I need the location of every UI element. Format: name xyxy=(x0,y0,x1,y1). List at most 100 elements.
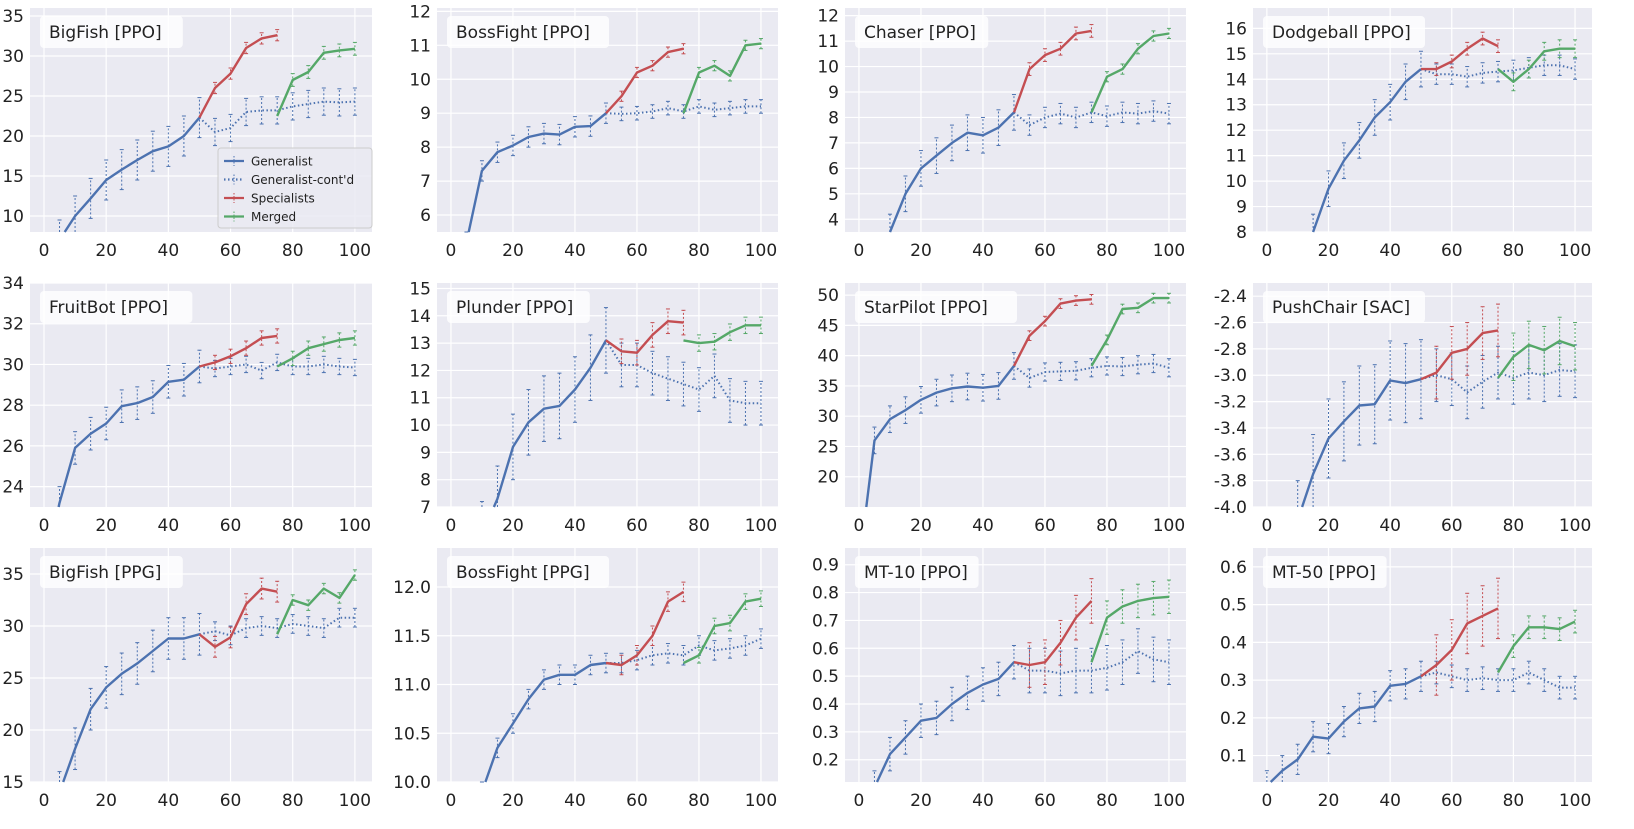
series-line-merged xyxy=(1090,32,1170,113)
y-tick-label: 11 xyxy=(1225,147,1247,167)
y-tick-label: 0.6 xyxy=(1220,558,1247,578)
x-tick-label: 60 xyxy=(1441,516,1463,536)
series-line-specialists xyxy=(1012,29,1092,113)
x-tick-label: 80 xyxy=(688,791,710,811)
x-tick-label: 0 xyxy=(446,241,457,261)
legend-label: Merged xyxy=(251,210,296,224)
y-tick-label: 9 xyxy=(420,104,431,124)
title-box xyxy=(1263,16,1425,48)
series-group xyxy=(479,307,763,508)
y-tick-label: 0.9 xyxy=(812,556,839,576)
x-tick-label: 100 xyxy=(1559,791,1591,811)
x-tick-label: 100 xyxy=(745,791,777,811)
series-group xyxy=(1295,303,1578,508)
y-tick-label: -3.2 xyxy=(1214,393,1247,413)
y-tick-label: 11.5 xyxy=(393,627,431,647)
subplot: 0 20 40 60 80 100 7 8 9 10 11 12 13 14 15 Plunder [PPO] xyxy=(409,279,778,536)
y-tick-label: 0.8 xyxy=(812,584,839,604)
y-tick-label: 10.5 xyxy=(393,724,431,744)
y-tick-label: 30 xyxy=(2,355,24,375)
title-box xyxy=(40,16,183,48)
x-tick-label: 100 xyxy=(1559,241,1591,261)
y-tick-label: 28 xyxy=(2,396,24,416)
series-line-merged xyxy=(682,42,762,114)
series-group xyxy=(57,328,357,508)
y-tick-label: 11.0 xyxy=(393,676,431,696)
x-tick-label: 20 xyxy=(95,516,117,536)
x-tick-label: 80 xyxy=(1096,791,1118,811)
subplot: 0 20 40 60 80 100 -4.0 -3.8 -3.6 -3.4 -3.2 -3.0 -2.8… xyxy=(1214,283,1592,536)
x-tick-label: 0 xyxy=(39,241,50,261)
title-box xyxy=(447,16,609,48)
series-group xyxy=(57,569,357,783)
legend: Generalist Generalist-cont'd Specialists Me… xyxy=(217,147,373,229)
y-tick-label: 0.2 xyxy=(1220,709,1247,729)
y-tick-label: 8 xyxy=(828,108,839,128)
title-box xyxy=(447,291,590,323)
y-tick-label: 10 xyxy=(817,58,839,78)
x-tick-label: 40 xyxy=(972,241,994,261)
y-tick-label: 10 xyxy=(409,70,431,90)
x-tick-label: 40 xyxy=(1379,241,1401,261)
subplot-title: BossFight [PPO] xyxy=(456,23,590,43)
x-tick-label: 100 xyxy=(339,241,371,261)
y-tick-label: 13 xyxy=(1225,96,1247,116)
y-tick-label: 20 xyxy=(2,721,24,741)
y-tick-label: 0.5 xyxy=(1220,596,1247,616)
subplot: 0 20 40 60 80 100 0.2 0.3 0.4 0.5 0.6 0.7 0.8 0.9 MT-1… xyxy=(812,548,1186,811)
y-tick-label: 10.0 xyxy=(393,773,431,793)
series-line-generalist xyxy=(62,633,200,783)
x-tick-label: 40 xyxy=(972,791,994,811)
x-tick-label: 100 xyxy=(1153,241,1185,261)
y-tick-label: 35 xyxy=(2,565,24,585)
y-tick-label: 0.7 xyxy=(812,611,839,631)
subplot: 0 20 40 60 80 100 10.0 10.5 11.0 11.5 12.0 BossFigh… xyxy=(393,548,778,811)
series-line-merged xyxy=(1090,595,1170,663)
subplot-title: MT-10 [PPO] xyxy=(864,563,968,583)
x-tick-label: 20 xyxy=(95,791,117,811)
legend-box xyxy=(217,147,373,229)
x-tick-label: 0 xyxy=(854,516,865,536)
legend-label: Generalist xyxy=(251,155,313,169)
x-tick-label: 20 xyxy=(95,241,117,261)
subplot-title: BigFish [PPO] xyxy=(49,23,162,43)
legend-label: Specialists xyxy=(251,192,315,206)
y-tick-label: 12 xyxy=(1225,121,1247,141)
y-tick-label: 12 xyxy=(817,7,839,27)
y-tick-label: 6 xyxy=(420,206,431,226)
subplot-title: BigFish [PPG] xyxy=(49,563,161,583)
y-tick-label: 25 xyxy=(2,669,24,689)
x-tick-label: 80 xyxy=(282,516,304,536)
y-tick-label: 5 xyxy=(828,185,839,205)
y-tick-label: -3.0 xyxy=(1214,366,1247,386)
y-tick-label: 9 xyxy=(828,83,839,103)
subplot: 0 20 40 60 80 100 20 25 30 35 40 45 50 StarPilot [PPO… xyxy=(817,283,1186,536)
series-line-merged xyxy=(1497,339,1576,379)
x-tick-label: 0 xyxy=(39,516,50,536)
x-tick-label: 40 xyxy=(564,241,586,261)
y-tick-label: 25 xyxy=(817,437,839,457)
x-tick-label: 40 xyxy=(1379,516,1401,536)
y-tick-label: 30 xyxy=(817,407,839,427)
subplot-title: FruitBot [PPO] xyxy=(49,298,168,318)
subplot: 0 20 40 60 80 100 24 26 28 30 32 34 FruitBot [PPO] xyxy=(2,274,372,536)
series-group xyxy=(887,24,1171,233)
x-tick-label: 60 xyxy=(220,791,242,811)
x-tick-label: 0 xyxy=(854,241,865,261)
y-tick-label: -2.6 xyxy=(1214,314,1247,334)
x-tick-label: 60 xyxy=(1034,516,1056,536)
y-tick-label: 0.3 xyxy=(1220,671,1247,691)
x-tick-label: 20 xyxy=(1318,241,1340,261)
y-tick-label: -4.0 xyxy=(1214,498,1247,518)
series-line-specialists xyxy=(605,590,685,667)
y-tick-label: 0.6 xyxy=(812,639,839,659)
x-tick-label: 60 xyxy=(626,516,648,536)
x-tick-label: 60 xyxy=(1034,791,1056,811)
title-box xyxy=(40,556,183,588)
subplot-title: MT-50 [PPO] xyxy=(1272,563,1376,583)
y-tick-label: 13 xyxy=(409,334,431,354)
series-line-merged xyxy=(276,574,356,635)
y-tick-label: 20 xyxy=(2,127,24,147)
x-tick-label: 0 xyxy=(39,791,50,811)
subplot-title: BossFight [PPG] xyxy=(456,563,590,583)
